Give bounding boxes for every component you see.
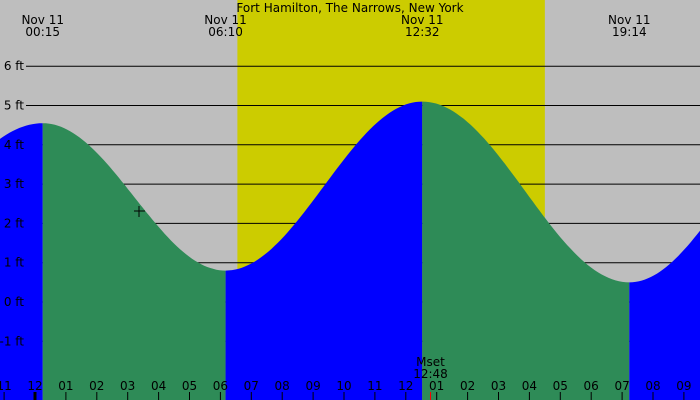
falling-tide-area: [422, 101, 630, 400]
moon-event-label: Mset: [416, 355, 445, 369]
x-tick-label: 04: [151, 379, 166, 393]
y-tick-label: 0 ft: [4, 295, 24, 309]
extreme-date: Nov 11: [21, 13, 64, 27]
x-tick-label: 01: [429, 379, 444, 393]
x-tick-label: 03: [120, 379, 135, 393]
y-tick-label: 2 ft: [4, 216, 24, 230]
x-tick-label: 10: [336, 379, 351, 393]
x-tick-label: 12: [27, 379, 42, 393]
falling-tide-area: [42, 123, 226, 400]
tide-area: [0, 101, 700, 400]
extreme-date: Nov 11: [401, 13, 444, 27]
x-tick-label: 02: [89, 379, 104, 393]
x-tick-label: 05: [553, 379, 568, 393]
y-tick-label: 1 ft: [4, 256, 24, 270]
y-tick-label: 5 ft: [4, 99, 24, 113]
rising-tide-area: [0, 123, 43, 400]
extreme-time: 06:10: [208, 25, 243, 39]
extreme-date: Nov 11: [608, 13, 651, 27]
x-tick-label: 12: [398, 379, 413, 393]
x-tick-label: 07: [614, 379, 629, 393]
x-tick-label: 03: [491, 379, 506, 393]
rising-tide-area: [225, 101, 423, 400]
x-tick-label: 08: [275, 379, 290, 393]
x-tick-label: 02: [460, 379, 475, 393]
extreme-time: 00:15: [25, 25, 60, 39]
y-tick-label: 6 ft: [4, 59, 24, 73]
y-axis-labels: 6 ft 5 ft 4 ft 3 ft 2 ft 1 ft 0 ft -1 ft: [0, 59, 24, 348]
x-tick-label: 07: [244, 379, 259, 393]
x-tick-label: 09: [676, 379, 691, 393]
x-tick-label: 06: [213, 379, 228, 393]
x-tick-label: 08: [645, 379, 660, 393]
x-tick-label: 06: [584, 379, 599, 393]
y-tick-label: -1 ft: [0, 334, 24, 348]
moon-event: Mset 12:48: [413, 355, 448, 400]
x-tick-label: 11: [0, 379, 12, 393]
cursor-crosshair-icon: [134, 206, 145, 217]
extreme-date: Nov 11: [204, 13, 247, 27]
x-tick-label: 09: [305, 379, 320, 393]
x-tick-label: 11: [367, 379, 382, 393]
extreme-time: 12:32: [405, 25, 440, 39]
rising-tide-area: [629, 230, 700, 400]
chart-title: Fort Hamilton, The Narrows, New York: [236, 1, 463, 15]
y-tick-label: 4 ft: [4, 138, 24, 152]
extreme-time: 19:14: [612, 25, 647, 39]
x-axis-labels: 11 12 01 02 03 04 05 06 07 08 09 10 11 12 01 02 03 04 05 06…: [0, 379, 692, 400]
moon-event-time: 12:48: [413, 367, 448, 381]
y-tick-label: 3 ft: [4, 177, 24, 191]
x-tick-label: 05: [182, 379, 197, 393]
x-tick-label: 01: [58, 379, 73, 393]
x-tick-label: 04: [522, 379, 537, 393]
